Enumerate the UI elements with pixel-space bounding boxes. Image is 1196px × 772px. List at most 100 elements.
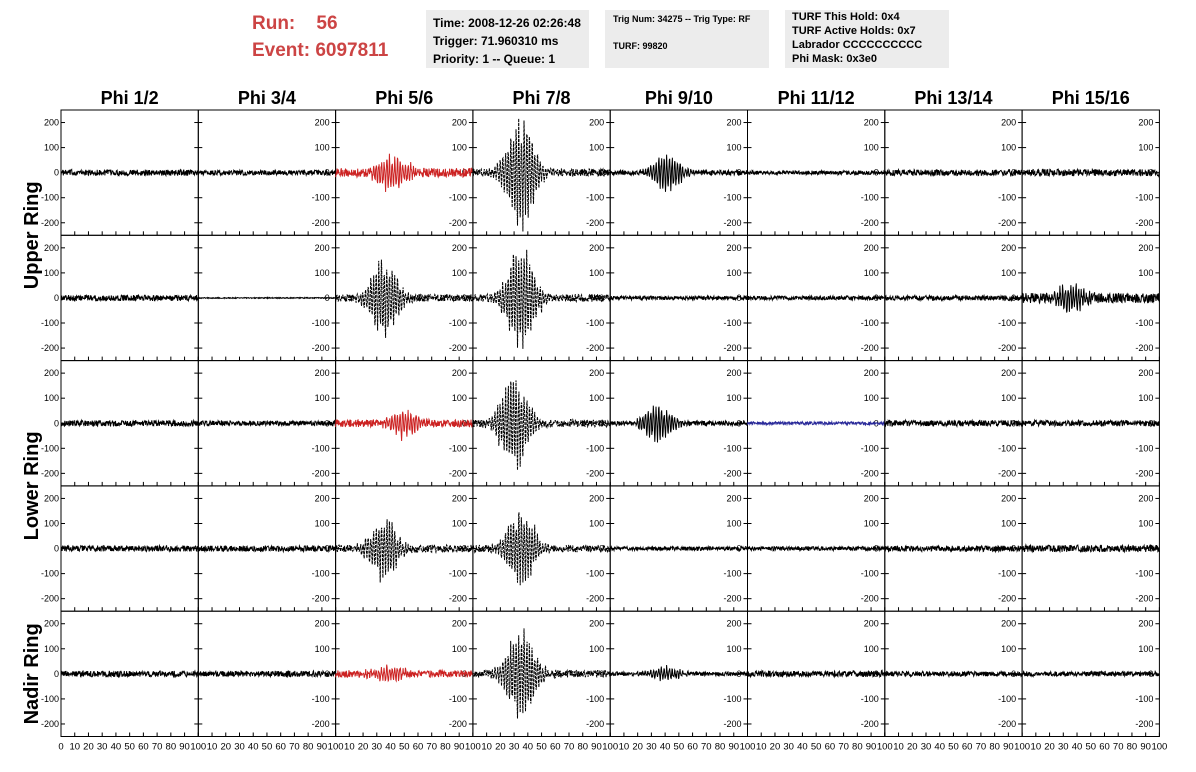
- y-tick-label: -100: [861, 443, 879, 453]
- x-tick-label: 50: [262, 742, 273, 753]
- y-tick-label: 100: [864, 644, 879, 654]
- x-tick-label: 40: [660, 742, 671, 753]
- y-tick-label: 200: [589, 243, 604, 253]
- waveform-trace: [335, 519, 474, 583]
- y-tick-label: 200: [864, 118, 879, 128]
- y-tick-label: -100: [861, 193, 879, 203]
- y-tick-label: 100: [315, 644, 330, 654]
- y-tick-label: -200: [723, 468, 741, 478]
- y-tick-label: 100: [1138, 143, 1153, 153]
- ring-label: Lower Ring: [21, 431, 43, 540]
- y-tick-label: -200: [1135, 343, 1153, 353]
- y-tick-label: 200: [1001, 243, 1016, 253]
- y-tick-label: 200: [726, 243, 741, 253]
- y-tick-label: 100: [44, 518, 59, 528]
- waveform-trace: [884, 544, 1023, 554]
- y-tick-label: 200: [589, 368, 604, 378]
- x-tick-label: 90: [1003, 742, 1014, 753]
- x-tick-label: 90: [728, 742, 739, 753]
- y-tick-label: -100: [998, 694, 1016, 704]
- y-tick-label: 100: [589, 143, 604, 153]
- x-tick-label: 80: [989, 742, 1000, 753]
- waveform-trace: [335, 153, 474, 193]
- y-tick-label: -100: [1135, 318, 1153, 328]
- y-tick-label: 100: [44, 644, 59, 654]
- y-tick-label: -200: [861, 719, 879, 729]
- y-tick-label: -100: [586, 318, 604, 328]
- y-tick-label: -200: [449, 594, 467, 604]
- x-tick-label: 60: [550, 742, 561, 753]
- y-tick-label: -200: [449, 343, 467, 353]
- y-tick-label: -200: [998, 594, 1016, 604]
- waveform-trace: [197, 669, 337, 679]
- x-tick-label: 70: [152, 742, 163, 753]
- waveform-trace: [60, 669, 199, 679]
- x-tick-label: 100: [1151, 742, 1167, 753]
- y-tick-label: -200: [1135, 594, 1153, 604]
- y-tick-label: 200: [864, 243, 879, 253]
- x-tick-label: 20: [495, 742, 506, 753]
- waveform-trace: [609, 154, 748, 192]
- waveform-trace: [60, 168, 199, 178]
- waveform-trace: [472, 118, 611, 232]
- x-tick-label: 40: [797, 742, 808, 753]
- waveform-trace: [884, 167, 1023, 178]
- turf-text: TURF: 99820: [613, 41, 668, 51]
- y-tick-label: 200: [1138, 118, 1153, 128]
- x-tick-label: 90: [179, 742, 190, 753]
- run-label: Run:: [252, 13, 296, 34]
- x-tick-label: 70: [838, 742, 849, 753]
- column-header: Phi 7/8: [513, 88, 571, 108]
- phi-mask-text: Phi Mask: 0x3e0: [792, 53, 877, 65]
- waveform-trace: [609, 294, 748, 302]
- y-tick-label: -200: [449, 468, 467, 478]
- y-tick-label: 200: [44, 493, 59, 503]
- x-tick-label: 60: [138, 742, 149, 753]
- x-tick-label: 20: [358, 742, 369, 753]
- y-tick-label: 200: [726, 368, 741, 378]
- y-tick-label: -200: [586, 719, 604, 729]
- x-tick-label: 10: [344, 742, 355, 753]
- x-tick-label: 40: [385, 742, 396, 753]
- x-tick-label: 10: [756, 742, 767, 753]
- y-tick-label: 200: [726, 493, 741, 503]
- x-tick-label: 30: [234, 742, 245, 753]
- y-tick-label: 100: [589, 518, 604, 528]
- y-tick-label: 100: [1001, 644, 1016, 654]
- waveform-trace: [335, 259, 474, 338]
- x-tick-label: 0: [58, 742, 63, 753]
- x-tick-label: 90: [591, 742, 602, 753]
- x-tick-label: 70: [564, 742, 575, 753]
- y-tick-label: 200: [315, 619, 330, 629]
- y-tick-label: 100: [44, 393, 59, 403]
- y-tick-label: 200: [452, 619, 467, 629]
- y-tick-label: -200: [449, 218, 467, 228]
- y-tick-label: 100: [864, 393, 879, 403]
- y-tick-label: -200: [312, 719, 330, 729]
- x-tick-label: 70: [976, 742, 987, 753]
- y-tick-label: 100: [864, 518, 879, 528]
- y-tick-label: 100: [726, 644, 741, 654]
- x-tick-label: 70: [289, 742, 300, 753]
- x-tick-label: 10: [1031, 742, 1042, 753]
- y-tick-label: -200: [1135, 218, 1153, 228]
- y-tick-label: 200: [864, 619, 879, 629]
- y-tick-label: 0: [54, 669, 59, 679]
- x-tick-label: 40: [934, 742, 945, 753]
- x-tick-label: 50: [811, 742, 822, 753]
- y-tick-label: -200: [41, 218, 59, 228]
- y-tick-label: 0: [54, 293, 59, 303]
